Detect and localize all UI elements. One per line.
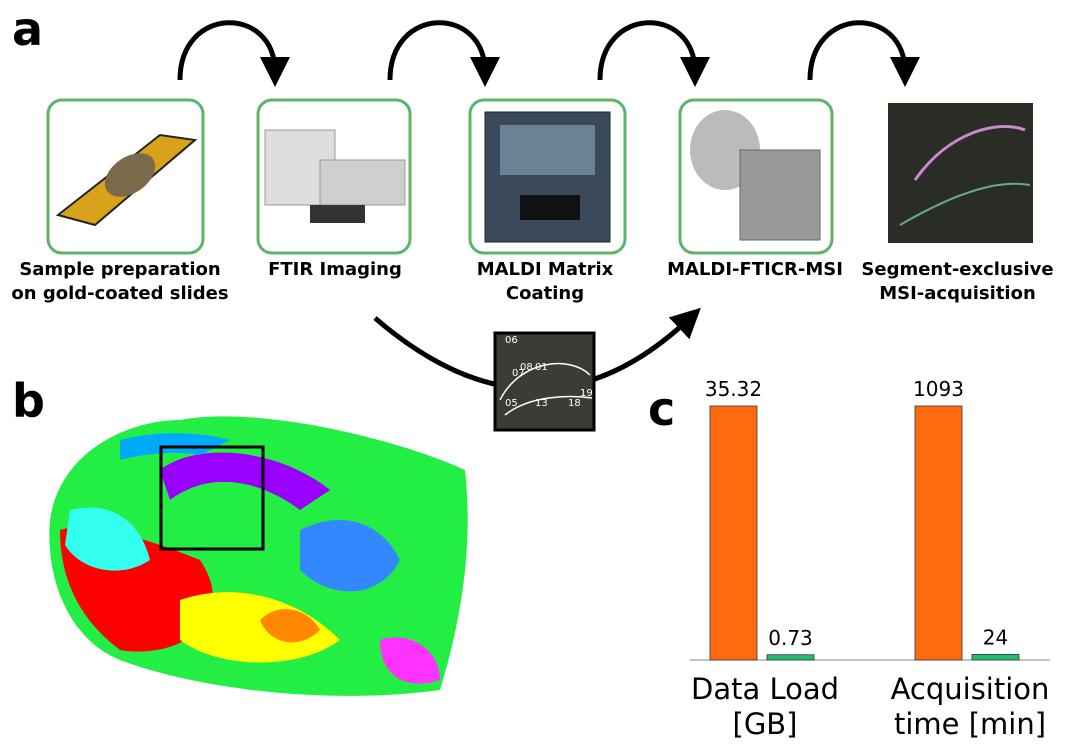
segmentation-map	[49, 416, 467, 695]
step-label: MALDI Matrix Coating	[465, 258, 625, 307]
value-label: 0.73	[768, 626, 813, 650]
inset-label: 18	[568, 398, 581, 409]
inset-label: 08	[520, 362, 533, 373]
panel-label: b	[12, 378, 45, 424]
value-label: 1093	[913, 377, 964, 401]
step-label: FTIR Imaging	[240, 258, 430, 282]
bar	[915, 406, 962, 660]
x-tick-label: Acquisition time [min]	[875, 672, 1065, 742]
inset-image	[495, 333, 594, 430]
step-images	[48, 100, 1033, 253]
x-tick-label: Data Load [GB]	[670, 672, 860, 742]
value-label: 24	[983, 625, 1008, 649]
value-label: 35.32	[705, 377, 762, 401]
panel-label: c	[648, 386, 675, 432]
bar	[710, 406, 757, 660]
inset-label: 19	[580, 388, 593, 399]
inset-label: 06	[505, 335, 518, 346]
step-label: Segment-exclusive MSI-acquisition	[860, 258, 1055, 307]
inset-label: 01	[535, 362, 548, 373]
panel-label: a	[12, 6, 43, 52]
bar-chart: 35.32 0.73 1093 24	[690, 377, 1050, 660]
inset-label: 05	[505, 398, 518, 409]
bar	[972, 654, 1019, 660]
inset-label: 13	[535, 398, 548, 409]
step-label: Sample preparation on gold-coated slides	[5, 258, 235, 307]
step-label: MALDI-FTICR-MSI	[650, 258, 860, 282]
figure-graphics: 35.32 0.73 1093 24	[0, 0, 1067, 748]
bar	[767, 655, 814, 660]
figure: 35.32 0.73 1093 24 a b c Sample preparation…	[0, 0, 1067, 748]
